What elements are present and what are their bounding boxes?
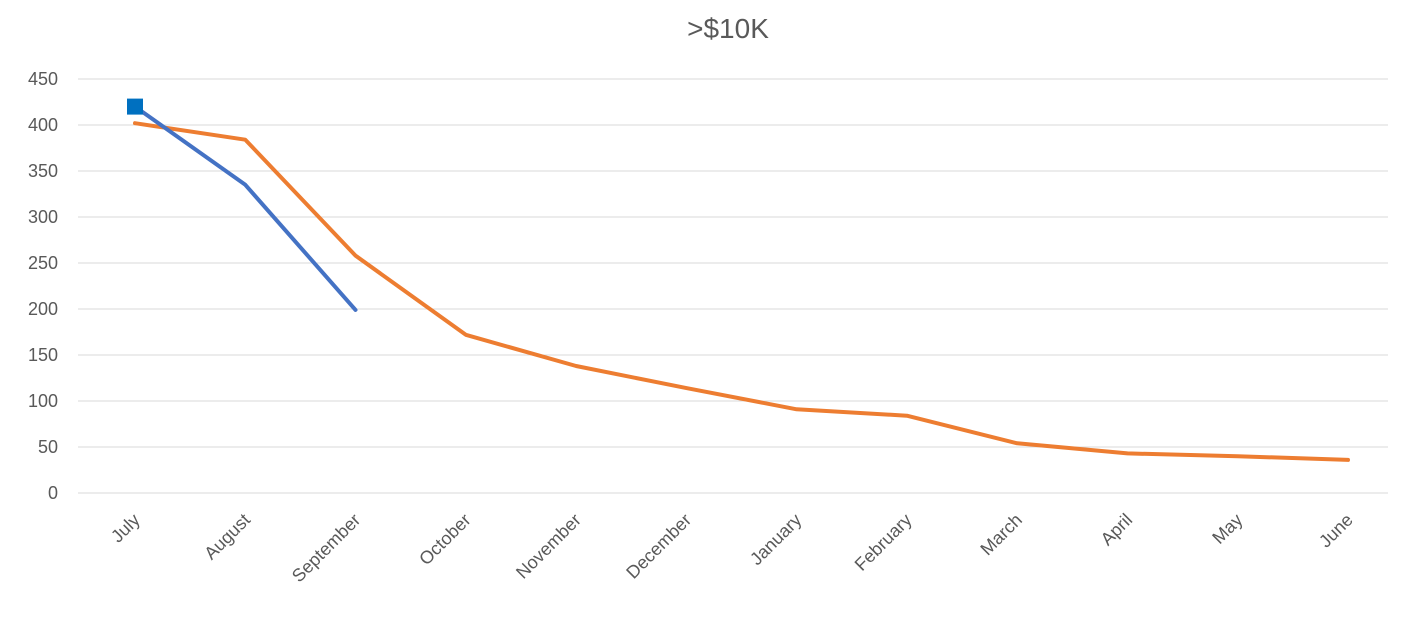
x-tick-label: December xyxy=(622,510,695,583)
x-tick-label: July xyxy=(107,510,144,547)
x-tick-label: September xyxy=(288,510,364,586)
x-tick-label: November xyxy=(512,510,585,583)
y-tick-label: 350 xyxy=(28,161,58,181)
y-tick-label: 300 xyxy=(28,207,58,227)
y-tick-label: 450 xyxy=(28,69,58,89)
x-axis: July August September October November Decemb… xyxy=(107,510,1357,586)
x-tick-label: May xyxy=(1208,510,1246,548)
x-tick-label: August xyxy=(200,510,254,564)
x-tick-label: October xyxy=(415,510,474,569)
chart-title: >$10K xyxy=(687,13,769,44)
series-markers xyxy=(127,98,143,115)
x-tick-label: June xyxy=(1315,510,1357,552)
x-tick-label: January xyxy=(746,510,805,569)
y-tick-label: 50 xyxy=(38,437,58,457)
series-lines xyxy=(133,104,1350,462)
gridlines xyxy=(78,78,1388,494)
x-tick-label: March xyxy=(977,510,1027,560)
x-tick-label: April xyxy=(1097,510,1137,550)
y-tick-label: 100 xyxy=(28,391,58,411)
series-line-2 xyxy=(133,121,1350,462)
x-tick-label: February xyxy=(851,510,916,575)
y-axis: 0 50 100 150 200 250 300 350 400 450 xyxy=(28,69,58,503)
y-tick-label: 150 xyxy=(28,345,58,365)
y-tick-label: 400 xyxy=(28,115,58,135)
y-tick-label: 0 xyxy=(48,483,58,503)
y-tick-label: 250 xyxy=(28,253,58,273)
series-marker xyxy=(127,98,143,115)
y-tick-label: 200 xyxy=(28,299,58,319)
series-line-1 xyxy=(133,104,358,312)
